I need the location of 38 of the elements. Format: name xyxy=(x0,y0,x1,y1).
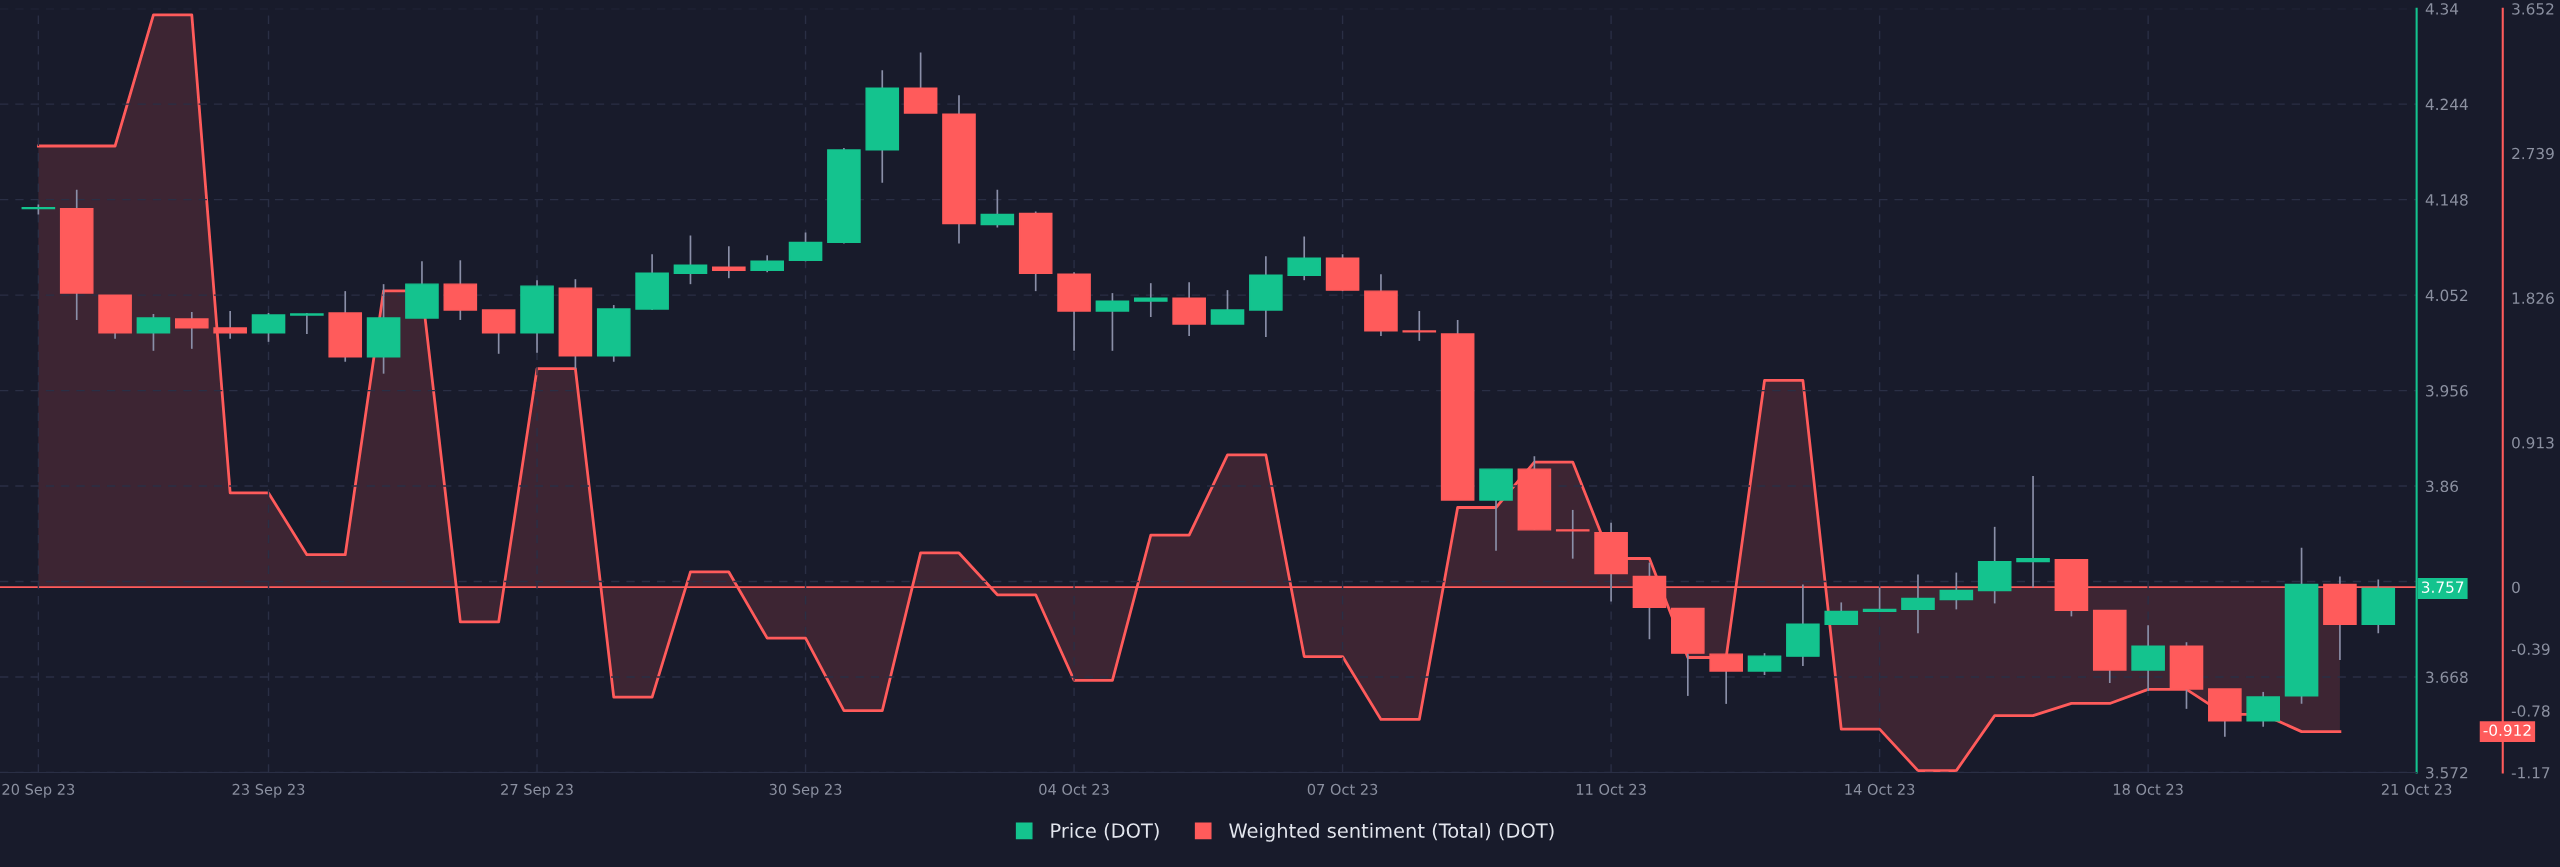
candlestick xyxy=(1095,292,1130,352)
legend-label: Price (DOT) xyxy=(1051,822,1159,841)
legend-label: Weighted sentiment (Total) (DOT) xyxy=(1229,822,1554,842)
x-tick-label: 20 Sep 23 xyxy=(2,783,75,798)
y-tick-label: 3.668 xyxy=(2426,671,2468,684)
y-tick-label: 3.86 xyxy=(2426,480,2459,493)
text: -0.912 xyxy=(2483,724,2531,737)
x-tick-label: 07 Oct 23 xyxy=(1307,783,1378,795)
candlestick xyxy=(1555,509,1590,560)
y-tick-label: 3.572 xyxy=(2426,766,2468,779)
y2-tick-label: -0.39 xyxy=(2511,643,2550,655)
candlestick xyxy=(673,234,708,285)
candlestick xyxy=(712,245,746,280)
x-tick-label: 21 Oct 23 xyxy=(2381,783,2452,795)
y-tick-label: 3.956 xyxy=(2426,385,2468,397)
candlestick xyxy=(2016,475,2050,589)
x-tick-label: 14 Oct 23 xyxy=(1845,783,1915,795)
x-tick-label: 04 Oct 23 xyxy=(1039,783,1109,795)
y-tick-label: 4.052 xyxy=(2425,289,2468,302)
x-tick-label: 11 Oct 23 xyxy=(1576,783,1646,795)
y2-tick-label: 1.826 xyxy=(2512,292,2554,304)
text: 3.757 xyxy=(2421,581,2464,593)
y2-tick-label: -0.78 xyxy=(2511,705,2550,717)
y2-tick-label: 3.652 xyxy=(2512,3,2554,15)
candlestick xyxy=(1402,310,1437,342)
y2-tick-label: 2.739 xyxy=(2512,147,2554,160)
y2-tick-label: -1.17 xyxy=(2511,767,2550,779)
x-tick-label: 18 Oct 23 xyxy=(2113,783,2183,795)
x-tick-label: 30 Sep 23 xyxy=(769,783,842,798)
y-tick-label: 4.34 xyxy=(2425,3,2459,15)
x-tick-label: 27 Sep 23 xyxy=(501,783,573,798)
y-tick-label: 4.148 xyxy=(2425,194,2468,206)
candlestick xyxy=(1133,282,1168,318)
candlestick xyxy=(213,310,247,340)
y-tick-label: 4.244 xyxy=(2425,98,2468,110)
y2-tick-label: 0.913 xyxy=(2512,437,2554,449)
x-tick-label: 23 Sep 23 xyxy=(232,783,305,798)
y2-tick-label: 0 xyxy=(2512,581,2520,594)
